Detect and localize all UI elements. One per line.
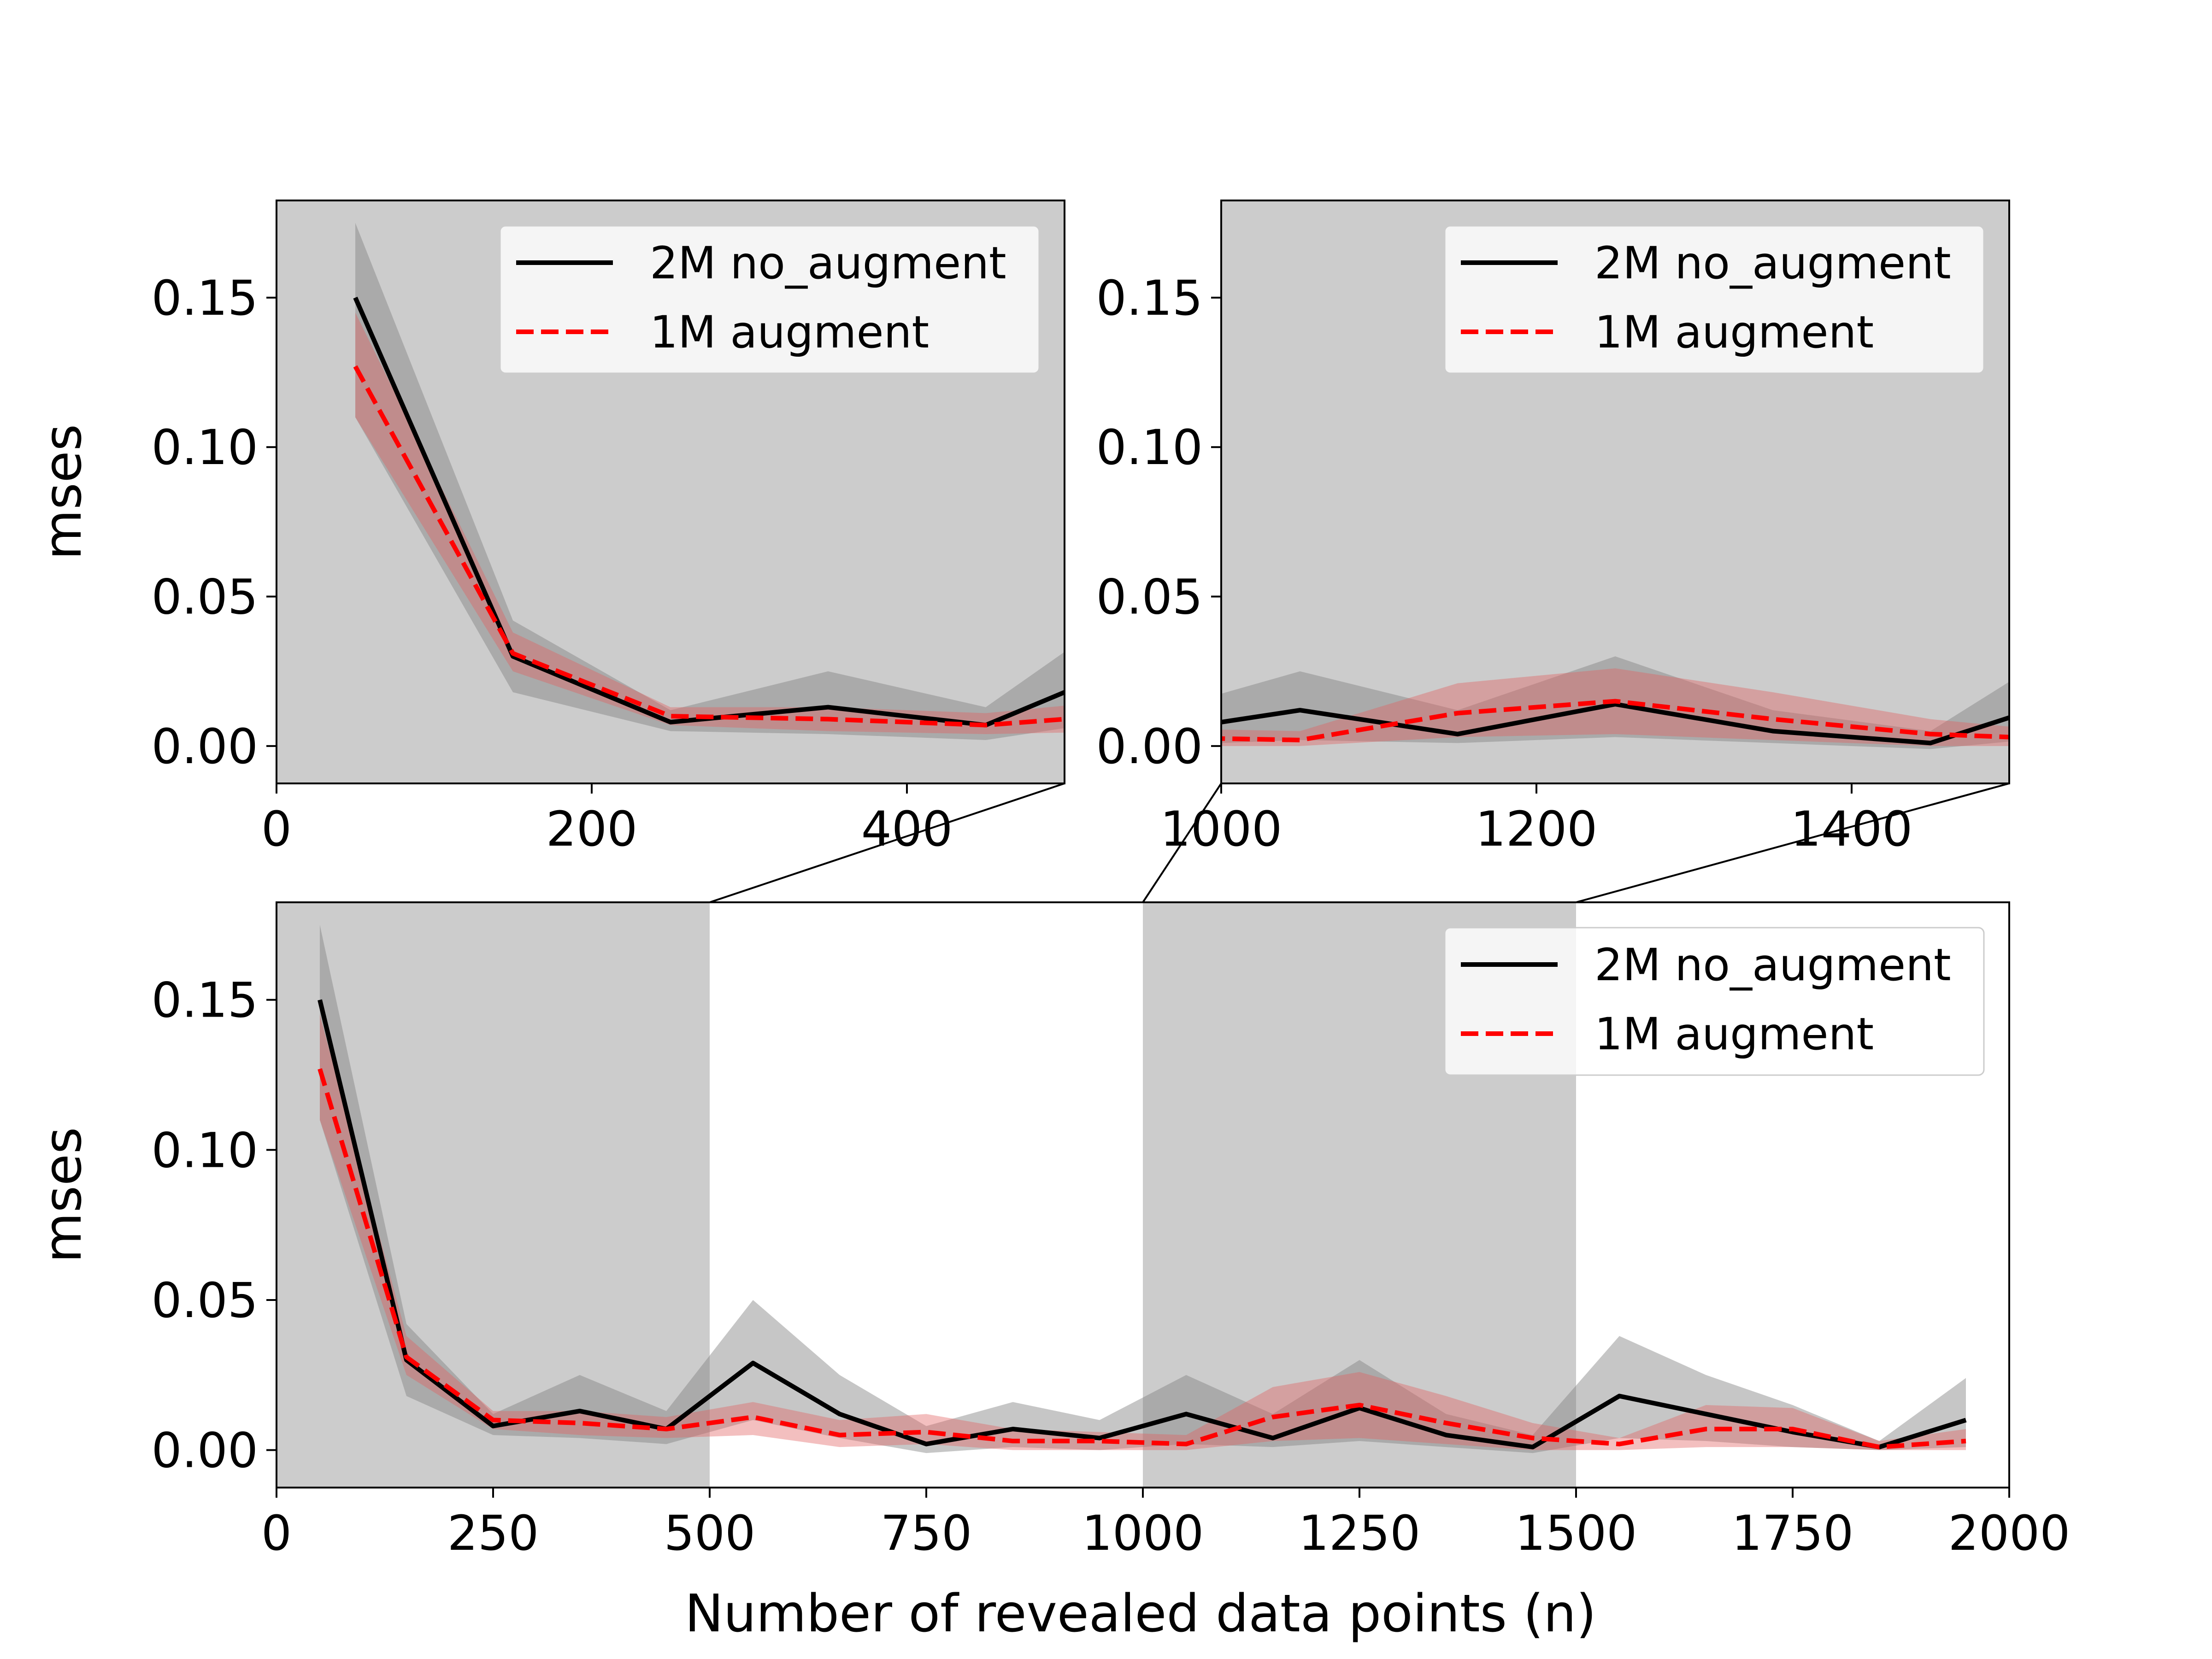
x-tick-label: 0 (261, 1505, 292, 1561)
y-tick-label: 0.05 (151, 569, 258, 625)
y-tick-label: 0.00 (1096, 718, 1203, 775)
y-tick-label: 0.00 (151, 718, 258, 775)
y-tick-label: 0.15 (151, 270, 258, 326)
series-line-no-augment (318, 999, 1967, 1450)
series-line-augment (318, 1068, 1966, 1450)
legend-label: 2M no_augment (1594, 237, 1951, 289)
legend-label: 1M augment (1594, 1008, 1874, 1060)
x-tick-label: 1000 (1082, 1505, 1204, 1561)
x-tick-label: 1000 (1160, 801, 1282, 857)
legend-box (1444, 927, 1985, 1076)
x-tick-label: 0 (261, 801, 292, 857)
legend-label: 2M no_augment (1594, 939, 1951, 991)
zoom-connector-line (1576, 782, 2010, 903)
legend-label: 1M augment (650, 306, 929, 358)
x-axis-title: Number of revealed data points (n) (685, 1584, 1596, 1644)
x-tick-label: 400 (861, 801, 953, 857)
series-line-augment (353, 365, 1065, 728)
confidence-band-augment (320, 1015, 1966, 1450)
zoom-region-highlight (276, 902, 710, 1488)
legend-label: 1M augment (1594, 306, 1874, 358)
legend: 2M no_augment 1M augment (1444, 927, 1985, 1076)
y-tick-label: 0.10 (1096, 419, 1203, 476)
x-tick-label: 1400 (1791, 801, 1913, 857)
x-tick-label: 2000 (1948, 1505, 2071, 1561)
x-tick-label: 500 (664, 1505, 756, 1561)
zoom-left-panel: 0 200 400 0.00 0.05 0.10 0.15 mses 2M no_augment… (33, 200, 1065, 857)
y-axis-title: mses (33, 1127, 93, 1263)
x-tick-label: 250 (447, 1505, 539, 1561)
y-tick-label: 0.05 (151, 1272, 258, 1329)
x-tick-label: 1200 (1476, 801, 1598, 857)
zoom-right-panel: 1000 1200 1400 0.00 0.05 0.10 0.15 2M no_augmen… (1096, 200, 2010, 857)
y-tick-label: 0.15 (1096, 270, 1203, 326)
zoom-connector-lines (709, 782, 2010, 903)
y-tick-label: 0.10 (151, 1122, 258, 1178)
y-axis-title: mses (33, 424, 93, 560)
main-panel: 0 250 500 750 1000 1250 1500 1750 2000 0.00 0.05 0.… (33, 901, 2071, 1561)
legend: 2M no_augment 1M augment (1444, 225, 1985, 374)
legend: 2M no_augment 1M augment (499, 225, 1040, 374)
x-tick-label: 1750 (1732, 1505, 1854, 1561)
axes-frame (276, 200, 1065, 784)
y-tick-label: 0.10 (151, 419, 258, 476)
legend-box (499, 225, 1040, 374)
y-tick-label: 0.00 (151, 1423, 258, 1479)
legend-box (1444, 225, 1985, 374)
legend-label: 2M no_augment (650, 237, 1006, 289)
x-tick-label: 1250 (1299, 1505, 1421, 1561)
x-tick-label: 1500 (1515, 1505, 1637, 1561)
axes-frame (1220, 200, 2010, 784)
zoom-connector-line (1142, 782, 1222, 903)
series-line-no-augment (353, 296, 1065, 728)
x-tick-label: 750 (881, 1505, 972, 1561)
y-tick-label: 0.05 (1096, 569, 1203, 625)
zoom-connector-line (709, 782, 1065, 903)
y-tick-label: 0.15 (151, 972, 258, 1029)
x-tick-label: 200 (546, 801, 638, 857)
